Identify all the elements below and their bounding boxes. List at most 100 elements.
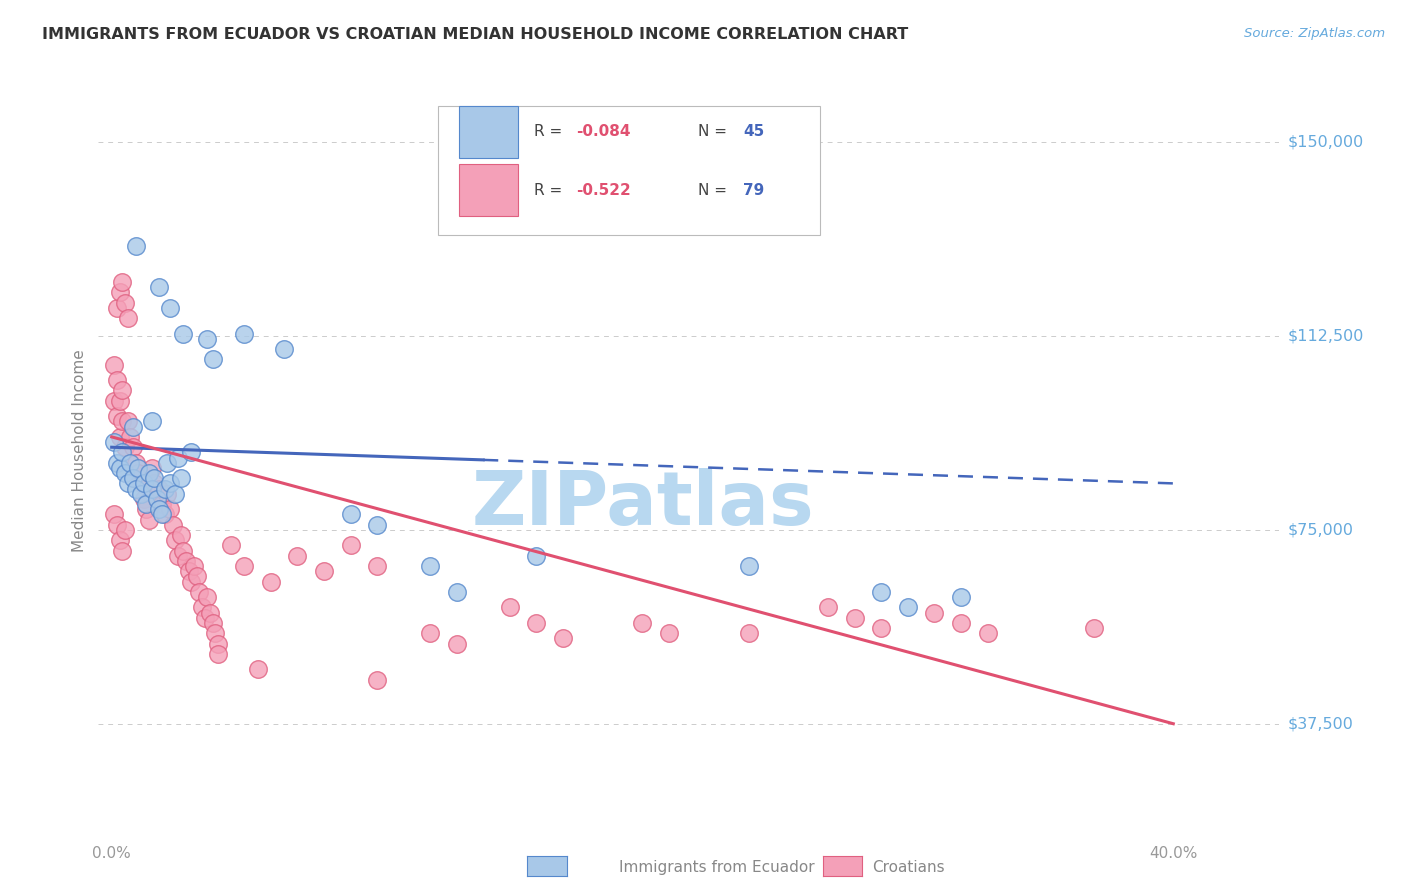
Point [124, 482, 146, 496]
Point [897, 600, 920, 615]
Point [976, 626, 998, 640]
Point [631, 615, 654, 630]
Point [117, 414, 139, 428]
Point [111, 275, 134, 289]
Point [366, 517, 388, 532]
Point [246, 663, 269, 677]
Point [201, 352, 224, 367]
Point [114, 440, 136, 454]
Point [146, 491, 169, 506]
Point [105, 409, 128, 424]
Point [122, 440, 145, 454]
Point [141, 482, 163, 496]
Point [870, 585, 893, 599]
Point [207, 637, 229, 651]
Point [108, 533, 131, 548]
Text: ZIPatlas: ZIPatlas [471, 467, 814, 541]
Point [366, 559, 388, 574]
Text: -0.084: -0.084 [576, 125, 631, 139]
Point [114, 523, 136, 537]
Point [167, 450, 190, 465]
Point [132, 491, 155, 506]
Y-axis label: Median Household Income: Median Household Income [72, 349, 87, 552]
Point [174, 554, 197, 568]
Point [446, 637, 468, 651]
Point [159, 502, 181, 516]
Point [186, 569, 208, 583]
Point [141, 461, 163, 475]
Text: IMMIGRANTS FROM ECUADOR VS CROATIAN MEDIAN HOUSEHOLD INCOME CORRELATION CHART: IMMIGRANTS FROM ECUADOR VS CROATIAN MEDI… [42, 27, 908, 42]
Point [312, 564, 335, 578]
Point [191, 600, 214, 615]
Point [658, 626, 681, 640]
Point [195, 332, 218, 346]
Point [127, 461, 149, 475]
Text: $75,000: $75,000 [1288, 523, 1354, 537]
Point [120, 456, 142, 470]
Point [150, 497, 173, 511]
FancyBboxPatch shape [439, 106, 820, 235]
Point [156, 487, 179, 501]
Point [167, 549, 190, 563]
Point [198, 606, 221, 620]
Point [817, 600, 839, 615]
Point [111, 384, 134, 398]
Point [148, 482, 170, 496]
Point [844, 611, 866, 625]
Point [135, 502, 157, 516]
Point [165, 487, 187, 501]
Point [143, 471, 166, 485]
Point [148, 502, 170, 516]
Point [162, 517, 184, 532]
Point [132, 476, 155, 491]
Point [499, 600, 522, 615]
Point [177, 564, 200, 578]
Point [143, 476, 166, 491]
Point [551, 632, 574, 646]
Point [108, 393, 131, 408]
Text: 40.0%: 40.0% [1149, 846, 1198, 861]
FancyBboxPatch shape [460, 106, 517, 158]
Point [419, 626, 441, 640]
Point [183, 559, 205, 574]
Point [159, 476, 181, 491]
Point [141, 414, 163, 428]
Point [108, 285, 131, 300]
Point [524, 549, 547, 563]
Text: 45: 45 [744, 125, 765, 139]
Point [120, 430, 142, 444]
Point [124, 456, 146, 470]
Point [172, 326, 194, 341]
Point [195, 590, 218, 604]
Text: N =: N = [699, 183, 733, 198]
Point [524, 615, 547, 630]
Point [122, 419, 145, 434]
Point [138, 512, 160, 526]
Point [170, 471, 193, 485]
Point [219, 538, 242, 552]
Point [194, 611, 217, 625]
Point [138, 466, 160, 480]
Point [446, 585, 468, 599]
Point [204, 626, 226, 640]
Text: N =: N = [699, 125, 733, 139]
Point [105, 301, 128, 315]
Point [108, 430, 131, 444]
Point [159, 301, 181, 315]
Point [924, 606, 946, 620]
Point [105, 373, 128, 387]
Point [103, 358, 125, 372]
Point [127, 466, 149, 480]
Point [156, 456, 179, 470]
Point [111, 445, 134, 459]
Point [129, 476, 152, 491]
Point [103, 393, 125, 408]
Point [1083, 621, 1105, 635]
Point [273, 342, 295, 356]
Point [108, 461, 131, 475]
Text: 0.0%: 0.0% [93, 846, 131, 861]
Point [111, 543, 134, 558]
Point [201, 615, 224, 630]
Point [103, 508, 125, 522]
Point [949, 615, 972, 630]
